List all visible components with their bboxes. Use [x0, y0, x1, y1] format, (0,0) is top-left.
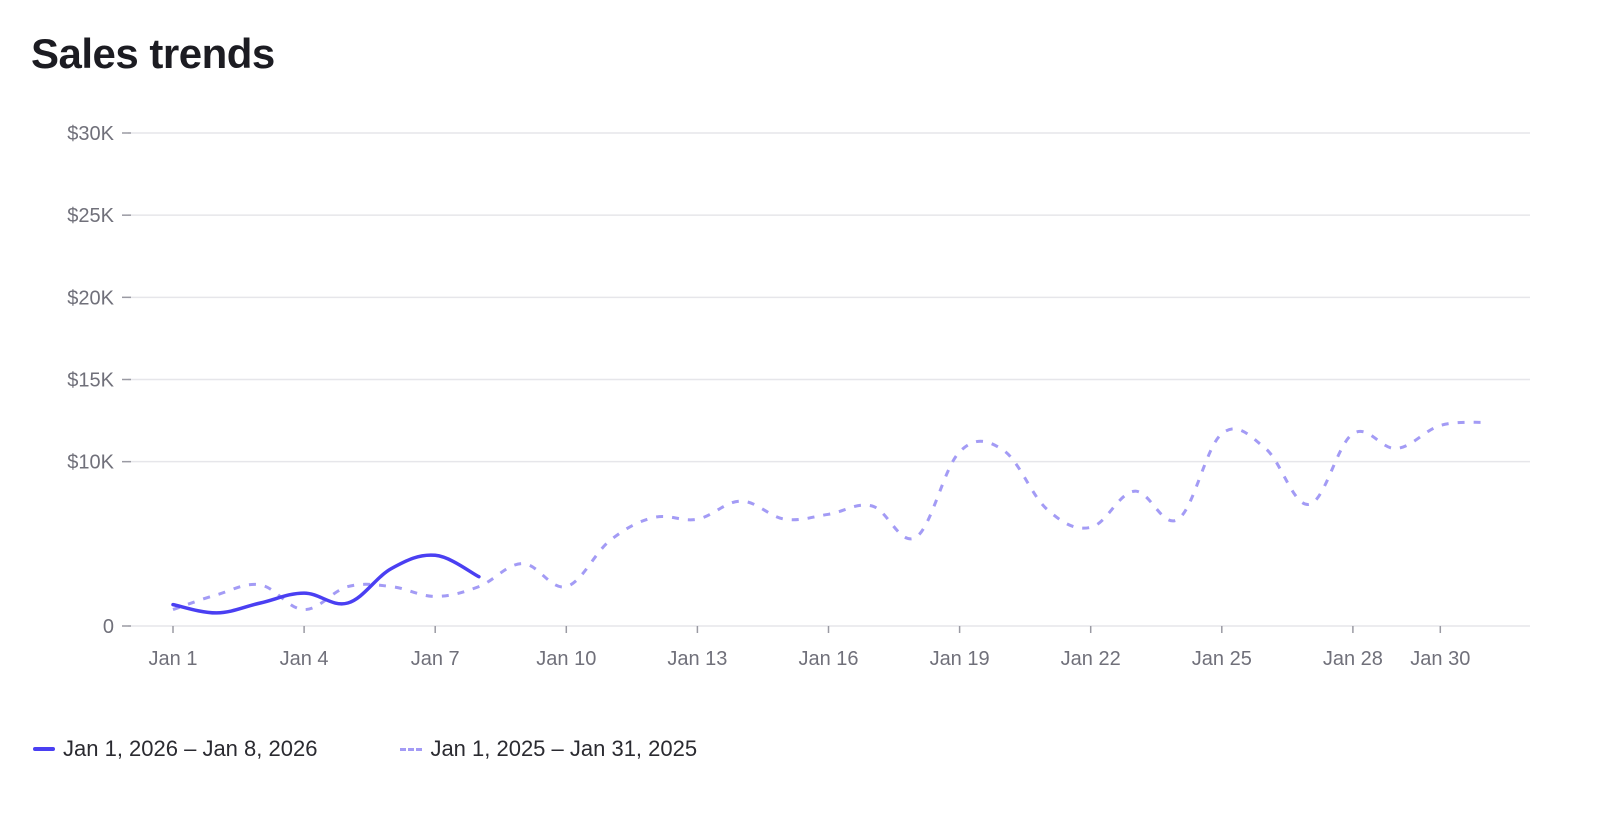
legend: Jan 1, 2026 – Jan 8, 2026 Jan 1, 2025 – …: [33, 736, 697, 762]
data-point[interactable]: [782, 516, 788, 522]
data-point[interactable]: [957, 449, 963, 455]
data-point[interactable]: [1481, 419, 1487, 425]
legend-item-current-period[interactable]: Jan 1, 2026 – Jan 8, 2026: [33, 736, 317, 762]
data-point[interactable]: [301, 607, 307, 613]
data-point[interactable]: [476, 574, 482, 580]
data-point[interactable]: [1044, 506, 1050, 512]
data-point[interactable]: [257, 600, 263, 606]
data-point[interactable]: [1000, 447, 1006, 453]
gridlines: [128, 132, 1530, 627]
x-tick-label: Jan 10: [536, 648, 596, 670]
data-point[interactable]: [432, 593, 438, 599]
legend-label: Jan 1, 2025 – Jan 31, 2025: [430, 736, 698, 761]
data-point[interactable]: [1131, 488, 1137, 494]
data-point[interactable]: [345, 600, 351, 606]
data-point[interactable]: [694, 516, 700, 522]
data-point[interactable]: [1350, 431, 1356, 437]
data-point[interactable]: [1175, 516, 1181, 522]
data-point[interactable]: [520, 561, 526, 567]
data-point[interactable]: [651, 515, 657, 521]
data-point[interactable]: [869, 503, 875, 509]
data-point[interactable]: [826, 511, 832, 517]
x-tick-label: Jan 13: [667, 648, 727, 670]
x-axis: Jan 1 Jan 4 Jan 7 Jan 10 Jan 13 Jan 16 Jan 19 J…: [149, 626, 1470, 670]
data-point[interactable]: [607, 538, 613, 544]
data-point[interactable]: [389, 565, 395, 571]
data-point[interactable]: [738, 498, 744, 504]
x-tick-label: Jan 30: [1410, 648, 1470, 670]
data-point[interactable]: [214, 592, 220, 598]
y-axis: 0 $10K $15K $20K $25K $30K: [67, 123, 131, 638]
series-line-current-period[interactable]: [171, 553, 481, 615]
data-point[interactable]: [257, 582, 263, 588]
data-point[interactable]: [1219, 431, 1225, 437]
dashed-line-swatch-icon: [400, 747, 423, 751]
data-point[interactable]: [1394, 446, 1400, 452]
data-point[interactable]: [476, 584, 482, 590]
line-chart: 0$10K$15K$20K$25K$30K Jan 1 Jan 4 Jan 7 Jan…: [67, 123, 1530, 670]
data-point[interactable]: [1088, 524, 1094, 530]
data-point[interactable]: [301, 590, 307, 596]
series-line-previous-period[interactable]: [172, 420, 1485, 612]
x-tick-label: Jan 4: [280, 648, 329, 670]
data-point[interactable]: [170, 602, 176, 608]
y-tick-label: $20K: [67, 287, 114, 309]
x-tick-label: Jan 7: [411, 648, 460, 670]
legend-item-previous-period[interactable]: Jan 1, 2025 – Jan 31, 2025: [400, 736, 697, 762]
data-point[interactable]: [913, 534, 919, 540]
x-tick-label: Jan 22: [1061, 648, 1121, 670]
solid-line-swatch-icon: [33, 747, 55, 751]
data-point[interactable]: [563, 584, 569, 590]
y-tick-label: $25K: [67, 205, 114, 227]
x-tick-label: Jan 28: [1323, 648, 1383, 670]
y-tick-label: 0: [103, 616, 114, 638]
x-tick-label: Jan 16: [798, 648, 858, 670]
series-lines: [170, 419, 1487, 616]
x-tick-label: Jan 1: [149, 648, 198, 670]
data-point[interactable]: [1263, 446, 1269, 452]
chart-title: Sales trends: [31, 30, 275, 77]
x-tick-label: Jan 19: [930, 648, 990, 670]
y-tick-label: $15K: [67, 370, 114, 392]
data-point[interactable]: [214, 610, 220, 616]
data-point[interactable]: [345, 584, 351, 590]
data-point[interactable]: [1437, 423, 1443, 429]
x-tick-label: Jan 25: [1192, 648, 1252, 670]
data-point[interactable]: [432, 552, 438, 558]
data-point[interactable]: [1306, 501, 1312, 507]
y-tick-label: $10K: [67, 452, 114, 474]
data-point[interactable]: [389, 584, 395, 590]
legend-label: Jan 1, 2026 – Jan 8, 2026: [63, 736, 318, 761]
y-tick-label: $30K: [67, 123, 114, 145]
